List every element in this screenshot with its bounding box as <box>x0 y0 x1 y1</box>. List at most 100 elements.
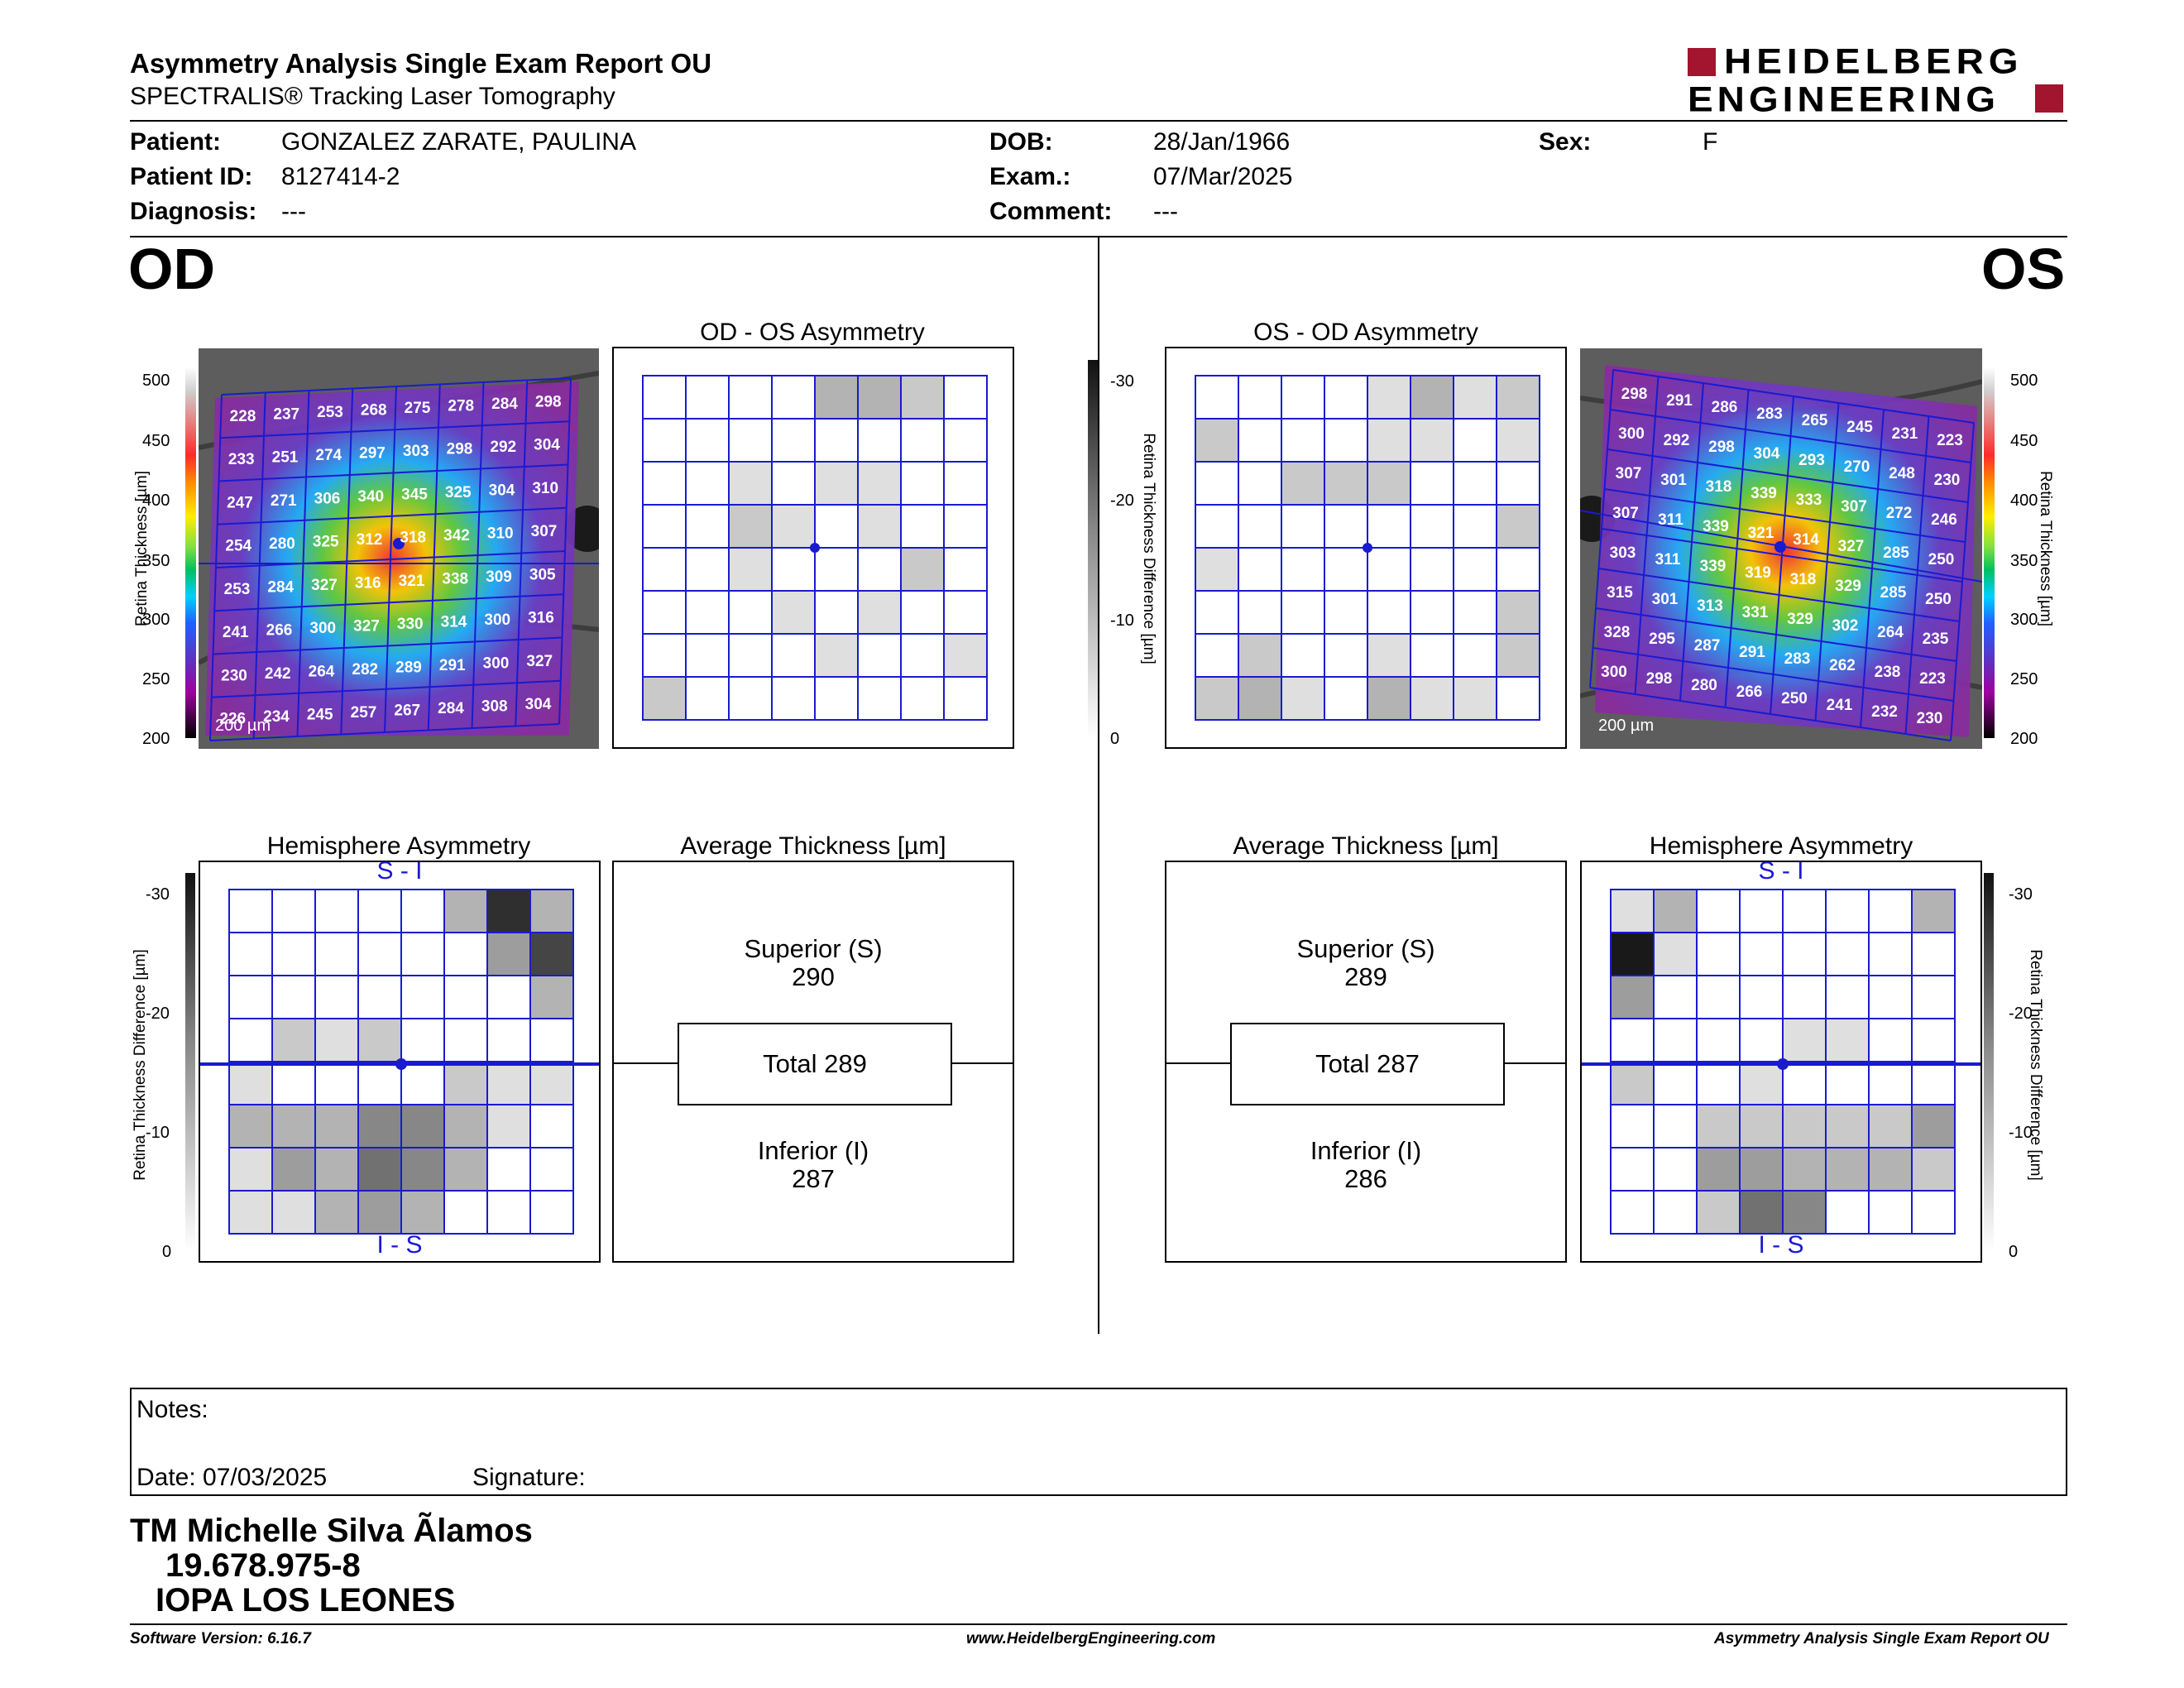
fundus-grid-line <box>471 381 485 729</box>
od-fundus-thickness-map: 228 237 253 268 275 278 284 298 233 251 274 297 303 2… <box>199 348 599 749</box>
footer-website[interactable]: www.HeidelbergEngineering.com <box>966 1630 1216 1647</box>
grid-cell <box>1496 504 1540 549</box>
thickness-value: 303 <box>403 443 429 460</box>
grid-cell <box>1195 461 1239 506</box>
grid-cell <box>1696 1104 1741 1149</box>
grid-cell <box>1610 889 1655 933</box>
thickness-value: 306 <box>314 490 341 507</box>
od-total-box: Total 289 <box>678 1023 952 1105</box>
grid-cell <box>1453 676 1497 721</box>
grid-cell <box>1496 375 1540 420</box>
od-asym-svg <box>642 375 988 721</box>
grid-cell <box>1324 375 1368 420</box>
od-thickness-colorbar <box>185 356 196 738</box>
grid-cell <box>814 633 859 678</box>
grid-cell <box>1610 932 1655 976</box>
grid-cell <box>1281 590 1325 635</box>
od-label: OD <box>128 237 215 301</box>
thickness-value: 289 <box>395 659 422 676</box>
thickness-value: 314 <box>1793 531 1819 549</box>
grid-cell <box>857 590 902 635</box>
os-superior-value: 289 <box>1344 962 1387 991</box>
thickness-value: 262 <box>1829 657 1856 674</box>
grid-cell <box>1238 590 1282 635</box>
fundus-grid-line <box>1814 402 1840 722</box>
grid-cell <box>1195 590 1239 635</box>
grid-cell <box>1367 590 1411 635</box>
fundus-grid-line <box>1595 607 1957 662</box>
thickness-value: 338 <box>442 570 468 587</box>
grid-cell <box>1281 547 1325 592</box>
grid-cell <box>900 461 945 506</box>
os-inferior-value: 286 <box>1344 1164 1387 1193</box>
os-hemi-panel: S - I I - S <box>1580 857 1982 1263</box>
grid-cell <box>943 504 988 549</box>
center-tick-10: -10 <box>1110 611 1134 630</box>
grid-cell <box>771 547 816 592</box>
os-hemi-tick-30: -30 <box>2009 885 2033 904</box>
grid-cell <box>529 1190 574 1235</box>
grid-cell <box>1696 975 1741 1019</box>
thickness-value: 298 <box>535 393 562 410</box>
grid-cell <box>314 1147 359 1192</box>
thickness-value: 251 <box>272 449 299 467</box>
center-diff-axis-label: Retina Thickness Difference [µm] <box>1140 433 1157 664</box>
thickness-value: 327 <box>353 618 380 635</box>
thickness-value: 298 <box>1646 670 1673 688</box>
grid-cell <box>857 633 902 678</box>
thickness-value: 325 <box>445 484 472 501</box>
grid-cell <box>400 1147 445 1192</box>
grid-cell <box>1868 1018 1913 1062</box>
grid-cell <box>1410 590 1454 635</box>
thickness-value: 248 <box>1889 465 1915 482</box>
grid-cell <box>1696 889 1741 933</box>
thickness-value: 228 <box>230 408 256 425</box>
grid-cell <box>1610 1147 1655 1192</box>
grid-cell <box>1367 418 1411 463</box>
os-asym-fovea <box>1363 543 1372 553</box>
grid-cell <box>814 375 859 420</box>
grid-cell <box>1739 1061 1784 1105</box>
thickness-value: 307 <box>1841 498 1867 516</box>
thickness-value: 300 <box>484 611 510 629</box>
os-scale-bar: 200 µm <box>1598 717 1655 735</box>
grid-cell <box>443 1190 488 1235</box>
fundus-grid-line <box>427 384 441 731</box>
grid-cell <box>728 461 773 506</box>
grid-cell <box>357 1190 402 1235</box>
grid-cell <box>1653 932 1698 976</box>
thickness-value: 330 <box>397 616 424 633</box>
od-hemi-axis-label: Retina Thickness Difference [µm] <box>132 949 149 1181</box>
os-tick-450: 450 <box>2010 432 2038 450</box>
thickness-value: 280 <box>269 535 295 553</box>
grid-cell <box>857 418 902 463</box>
fundus-grid-line <box>209 723 560 741</box>
grid-cell <box>900 504 945 549</box>
grid-cell <box>1868 889 1913 933</box>
grid-cell <box>1496 461 1540 506</box>
os-hemi-axis-label: Retina Thickness Difference [µm] <box>2027 949 2044 1181</box>
os-tick-350: 350 <box>2010 552 2038 570</box>
os-tick-250: 250 <box>2010 670 2038 688</box>
grid-cell <box>900 590 945 635</box>
grid-cell <box>1238 418 1282 463</box>
grid-cell <box>943 461 988 506</box>
grid-cell <box>1782 1190 1827 1235</box>
grid-cell <box>1238 633 1282 678</box>
grid-cell <box>814 461 859 506</box>
patient-rule <box>130 236 2067 237</box>
os-thickness-values: 298 291 286 283 265 245 231 223 300 292 298 304 293 2… <box>1601 386 1963 727</box>
thickness-value: 312 <box>357 531 383 549</box>
notes-box[interactable]: Notes: Date: 07/03/2025 Signature: <box>130 1388 2067 1496</box>
thickness-value: 316 <box>528 610 554 627</box>
thickness-value: 308 <box>481 698 508 716</box>
grid-cell <box>400 889 445 933</box>
grid-cell <box>1238 375 1282 420</box>
thickness-value: 309 <box>486 568 512 586</box>
grid-cell <box>486 1104 531 1149</box>
os-tick-300: 300 <box>2010 611 2038 629</box>
center-diff-colorbar <box>1088 360 1098 737</box>
grid-cell <box>1739 932 1784 976</box>
thickness-value: 234 <box>263 708 290 726</box>
grid-cell <box>900 633 945 678</box>
